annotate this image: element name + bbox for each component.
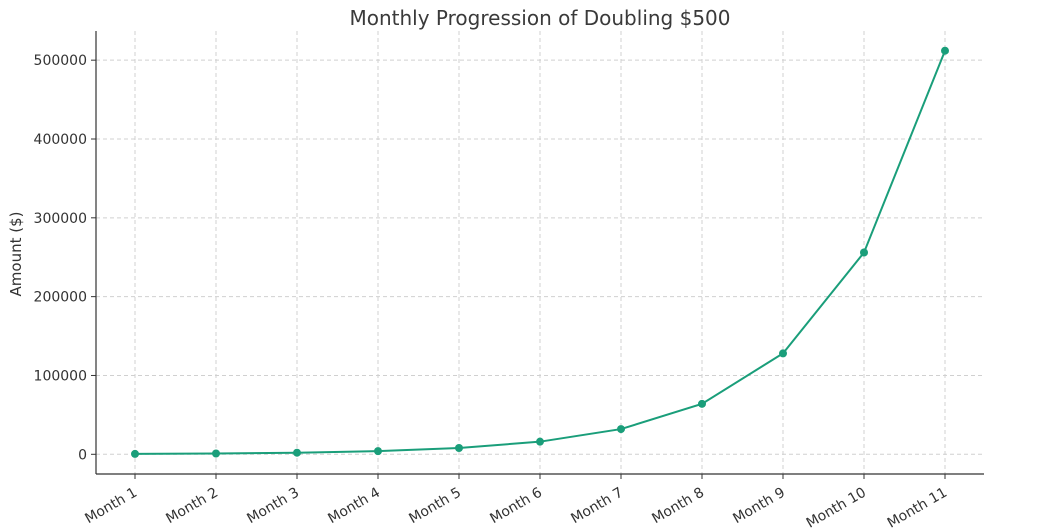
y-tick-label: 0 bbox=[78, 447, 87, 463]
data-point bbox=[374, 447, 382, 456]
x-tick-label: Month 7 bbox=[568, 485, 626, 527]
data-point bbox=[536, 437, 544, 446]
x-ticks: Month 1 Month 2 Month 3 Month 4 Month 5 Month… bbox=[82, 474, 950, 530]
data-point bbox=[212, 449, 220, 458]
y-tick-label: 200000 bbox=[34, 290, 87, 306]
x-tick-label: Month 8 bbox=[649, 485, 707, 527]
y-ticks: 0 100000 200000 300000 400000 500000 bbox=[34, 53, 96, 463]
x-tick-label: Month 5 bbox=[406, 485, 464, 527]
x-tick-label: Month 2 bbox=[163, 485, 221, 527]
x-tick-label: Month 3 bbox=[244, 485, 302, 527]
x-tick-label: Month 1 bbox=[82, 485, 140, 527]
y-tick-label: 500000 bbox=[34, 53, 87, 69]
data-point bbox=[698, 399, 706, 408]
data-point bbox=[941, 46, 949, 55]
x-tick-label: Month 4 bbox=[325, 485, 383, 528]
x-tick-label: Month 6 bbox=[487, 485, 545, 528]
data-point bbox=[293, 448, 301, 457]
x-tick-label: Month 11 bbox=[885, 485, 950, 530]
x-tick-label: Month 10 bbox=[804, 485, 869, 530]
y-tick-label: 100000 bbox=[34, 368, 87, 384]
grid bbox=[96, 31, 984, 474]
data-point bbox=[455, 443, 463, 452]
series bbox=[131, 46, 949, 458]
data-point bbox=[617, 425, 625, 434]
chart-title: Monthly Progression of Doubling $500 bbox=[350, 6, 731, 30]
data-point bbox=[131, 449, 139, 458]
data-point bbox=[779, 349, 787, 358]
x-tick-label: Month 9 bbox=[730, 485, 788, 527]
y-tick-label: 300000 bbox=[34, 211, 87, 227]
y-tick-label: 400000 bbox=[34, 132, 87, 148]
data-point bbox=[860, 248, 868, 257]
y-axis-label: Amount ($) bbox=[7, 212, 25, 297]
